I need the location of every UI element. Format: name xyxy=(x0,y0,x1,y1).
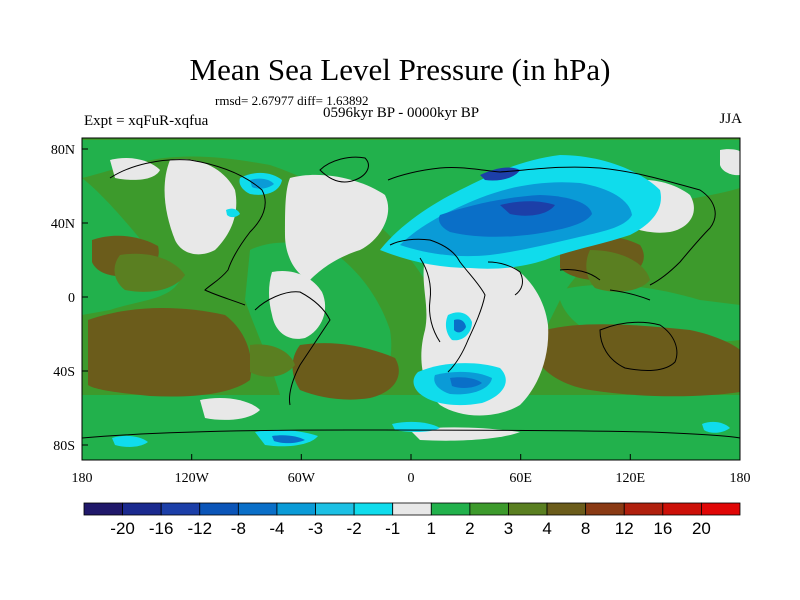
colorbar-tick-label: -3 xyxy=(308,519,323,538)
colorbar-tick-label: 1 xyxy=(427,519,436,538)
map-title: Mean Sea Level Pressure (in hPa) xyxy=(189,52,611,87)
colorbar-swatch xyxy=(662,502,702,516)
colorbar-swatch xyxy=(199,502,239,516)
x-axis: 180 120W 60W 0 60E 120E 180 xyxy=(72,471,751,486)
y-tick-label: 40S xyxy=(53,365,75,380)
colorbar-swatch xyxy=(585,502,625,516)
period-line: 0596kyr BP - 0000kyr BP xyxy=(323,105,480,121)
colorbar-tick-label: 16 xyxy=(653,519,672,538)
x-tick-label: 180 xyxy=(730,471,751,486)
pressure-field xyxy=(82,138,740,460)
x-tick-label: 120E xyxy=(616,471,646,486)
coastlines xyxy=(82,156,740,439)
colorbar-tick-label: 3 xyxy=(504,519,513,538)
season-label: JJA xyxy=(719,111,742,127)
y-tick-label: 0 xyxy=(68,291,75,306)
colorbar-tick-label: 12 xyxy=(615,519,634,538)
y-tick-label: 40N xyxy=(51,217,75,232)
experiment-label: Expt = xqFuR-xqfua xyxy=(84,113,209,129)
colorbar-swatch xyxy=(508,502,548,516)
y-tick-label: 80S xyxy=(53,439,75,454)
colorbar-tick-label: 2 xyxy=(465,519,474,538)
axis-tick-marks xyxy=(81,148,741,460)
colorbar-swatch xyxy=(315,502,355,516)
positive-mid-regions xyxy=(114,250,650,377)
x-tick-label: 60W xyxy=(288,471,316,486)
colorbar xyxy=(83,502,741,516)
colorbar-swatch xyxy=(160,502,201,516)
x-tick-label: 60E xyxy=(509,471,532,486)
colorbar-labels: -20 -16 -12 -8 -4 -3 -2 -1 1 2 3 4 8 12 16 20 xyxy=(110,519,711,538)
colorbar-tick-label: -1 xyxy=(385,519,400,538)
colorbar-swatch xyxy=(237,502,278,516)
negative-regions xyxy=(112,155,730,447)
x-tick-label: 180 xyxy=(72,471,93,486)
colorbar-tick-label: 8 xyxy=(581,519,590,538)
colorbar-swatch xyxy=(122,502,162,516)
colorbar-tick-label: -16 xyxy=(149,519,174,538)
colorbar-swatch xyxy=(276,502,316,516)
colorbar-tick-label: 20 xyxy=(692,519,711,538)
colorbar-swatch xyxy=(430,502,471,516)
colorbar-swatch xyxy=(353,502,394,516)
colorbar-swatch xyxy=(546,502,587,516)
x-tick-label: 0 xyxy=(408,471,415,486)
colorbar-swatch xyxy=(392,502,432,516)
colorbar-tick-label: -4 xyxy=(269,519,284,538)
colorbar-tick-label: -20 xyxy=(110,519,135,538)
y-axis: 80N 40N 0 40S 80S xyxy=(51,143,75,454)
x-tick-label: 120W xyxy=(175,471,210,486)
y-tick-label: 80N xyxy=(51,143,75,158)
colorbar-tick-label: 4 xyxy=(542,519,551,538)
colorbar-tick-label: -8 xyxy=(231,519,246,538)
colorbar-tick-label: -12 xyxy=(187,519,212,538)
colorbar-swatch xyxy=(701,502,741,516)
colorbar-swatch xyxy=(83,502,123,516)
colorbar-swatch xyxy=(469,502,509,516)
colorbar-tick-label: -2 xyxy=(347,519,362,538)
stats-line: rmsd= 2.67977 diff= 1.63892 xyxy=(215,93,369,108)
colorbar-swatch xyxy=(623,502,664,516)
